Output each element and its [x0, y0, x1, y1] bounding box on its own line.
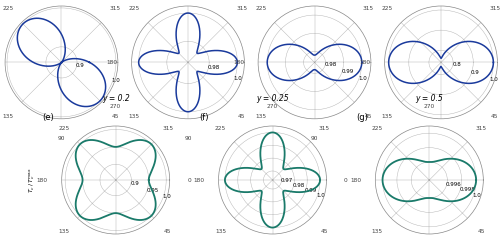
Title: y = 0.5: y = 0.5	[416, 94, 443, 102]
Text: (b): (b)	[112, 0, 123, 1]
Title: y = 0.25: y = 0.25	[256, 94, 289, 102]
Text: (c): (c)	[238, 0, 249, 1]
Text: (d): (d)	[364, 0, 376, 1]
Title: y = 0.2: y = 0.2	[102, 94, 130, 102]
Text: (f): (f)	[199, 113, 208, 122]
Y-axis label: $T_c\,/\,T_c^{\mathrm{max}}$: $T_c\,/\,T_c^{\mathrm{max}}$	[27, 167, 36, 193]
Text: (e): (e)	[42, 113, 54, 122]
Text: (g): (g)	[356, 113, 368, 122]
